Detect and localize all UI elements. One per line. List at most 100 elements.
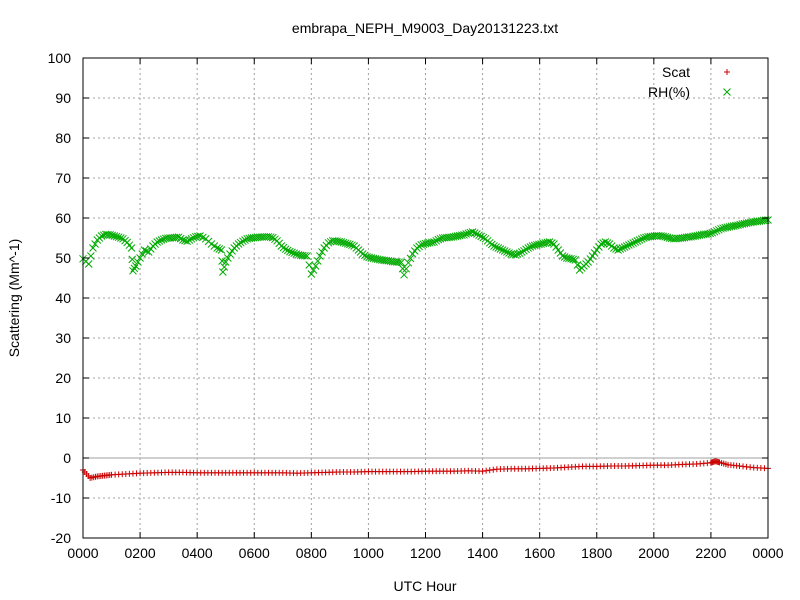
data-point bbox=[309, 266, 318, 274]
y-axis-label: Scattering (Mm^-1) bbox=[6, 239, 22, 358]
data-point bbox=[241, 236, 249, 244]
data-point bbox=[112, 232, 121, 241]
data-point bbox=[223, 254, 232, 262]
y-tick-label: -10 bbox=[51, 490, 71, 506]
legend-label: Scat bbox=[662, 64, 690, 80]
data-point bbox=[313, 257, 322, 265]
data-point bbox=[219, 268, 227, 276]
x-tick-label: 1000 bbox=[353, 545, 384, 561]
data-point bbox=[560, 253, 569, 261]
data-point bbox=[714, 225, 723, 234]
data-point bbox=[404, 258, 413, 267]
data-point bbox=[127, 244, 136, 252]
data-point bbox=[290, 249, 299, 258]
data-point bbox=[462, 230, 471, 238]
data-point bbox=[522, 245, 530, 254]
x-tick-label: 0800 bbox=[296, 545, 327, 561]
data-point bbox=[140, 246, 149, 254]
data-point bbox=[339, 238, 348, 247]
data-point bbox=[460, 230, 468, 239]
data-point bbox=[473, 230, 481, 238]
x-tick-label: 1200 bbox=[410, 545, 441, 561]
y-tick-label: 50 bbox=[55, 250, 71, 266]
data-point bbox=[128, 255, 137, 264]
data-point bbox=[155, 237, 164, 245]
data-point bbox=[528, 242, 537, 250]
y-tick-label: 40 bbox=[55, 290, 71, 306]
y-tick-label: 0 bbox=[63, 450, 71, 466]
data-point bbox=[417, 240, 426, 249]
data-point bbox=[134, 258, 142, 266]
series-scat bbox=[80, 458, 771, 481]
data-point bbox=[537, 240, 545, 248]
data-point bbox=[603, 239, 612, 247]
data-point bbox=[142, 247, 151, 255]
data-point bbox=[710, 227, 719, 236]
data-point bbox=[458, 231, 466, 240]
data-point bbox=[130, 264, 139, 273]
data-point bbox=[625, 241, 633, 249]
data-point bbox=[545, 238, 554, 246]
data-point bbox=[221, 258, 230, 266]
data-point bbox=[324, 238, 333, 247]
data-point bbox=[283, 246, 292, 255]
data-point bbox=[526, 243, 535, 251]
data-point bbox=[305, 261, 314, 269]
data-point bbox=[153, 238, 162, 246]
data-point bbox=[213, 244, 221, 252]
data-point bbox=[517, 248, 526, 256]
x-tick-label: 2200 bbox=[695, 545, 726, 561]
y-tick-label: 90 bbox=[55, 90, 71, 106]
data-point bbox=[301, 251, 309, 260]
data-point bbox=[434, 235, 443, 244]
data-point bbox=[266, 233, 275, 242]
data-point bbox=[567, 254, 575, 263]
data-point bbox=[84, 260, 93, 268]
data-point bbox=[318, 248, 326, 256]
data-point bbox=[138, 250, 147, 258]
data-point bbox=[316, 252, 324, 260]
data-point bbox=[492, 243, 500, 251]
data-point bbox=[106, 230, 114, 239]
x-tick-label: 1800 bbox=[581, 545, 612, 561]
x-tick-label: 1400 bbox=[467, 545, 498, 561]
data-point bbox=[502, 248, 511, 256]
data-point bbox=[360, 251, 369, 260]
data-point bbox=[490, 242, 498, 250]
data-point bbox=[520, 246, 528, 255]
data-point bbox=[136, 254, 144, 262]
data-point bbox=[131, 262, 140, 270]
data-point bbox=[708, 228, 717, 237]
data-point bbox=[157, 236, 166, 244]
data-point bbox=[217, 246, 226, 254]
data-point bbox=[397, 258, 406, 267]
data-point bbox=[110, 232, 119, 240]
data-point bbox=[406, 254, 415, 263]
data-point bbox=[477, 232, 486, 241]
data-point bbox=[348, 241, 356, 250]
data-point bbox=[116, 234, 125, 242]
data-point bbox=[571, 256, 580, 264]
data-point bbox=[129, 266, 137, 275]
data-point bbox=[288, 248, 296, 257]
x-axis-label: UTC Hour bbox=[393, 578, 456, 594]
y-tick-label: 100 bbox=[48, 50, 72, 66]
data-point bbox=[464, 229, 473, 238]
data-point bbox=[498, 246, 507, 254]
x-tick-label: 0000 bbox=[752, 545, 783, 561]
data-point bbox=[187, 234, 196, 243]
data-point bbox=[573, 261, 582, 269]
y-tick-label: -20 bbox=[51, 530, 71, 546]
chart-title: embrapa_NEPH_M9003_Day20131223.txt bbox=[292, 20, 558, 36]
data-point bbox=[558, 252, 567, 260]
x-tick-label: 0600 bbox=[239, 545, 270, 561]
data-point bbox=[524, 244, 533, 252]
data-point bbox=[620, 243, 629, 251]
data-point bbox=[569, 255, 578, 264]
data-point bbox=[176, 234, 185, 243]
data-point bbox=[597, 240, 605, 248]
data-point bbox=[500, 247, 509, 255]
data-point bbox=[631, 238, 640, 246]
